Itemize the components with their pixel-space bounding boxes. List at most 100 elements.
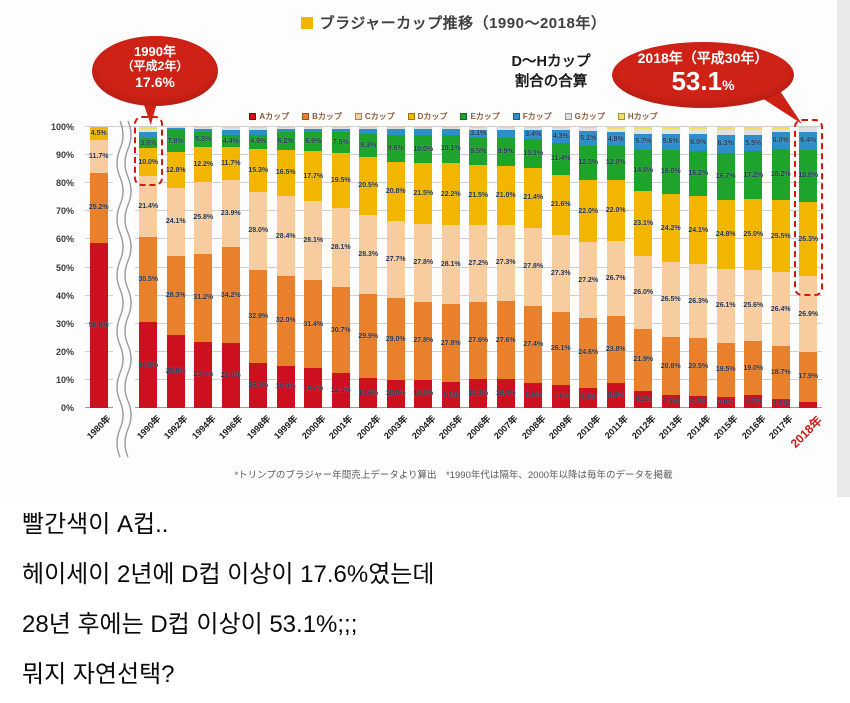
segment-Aカップ: 4.4%: [689, 395, 708, 408]
segment-value-label: 10.1%: [440, 145, 461, 153]
segment-value-label: 25.2%: [88, 204, 109, 212]
post-comment-text: 빨간색이 A컵.. 헤이세이 2년에 D컵 이상이 17.6%였는데 28년 후…: [22, 500, 832, 700]
segment-Cカップ: 28.1%: [441, 225, 461, 305]
segment-Dカップ: 4.5%: [89, 127, 108, 140]
y-tick-70%: 70%: [55, 206, 74, 217]
segment-Eカップ: 16.0%: [660, 149, 681, 195]
legend-label: Cカップ: [364, 112, 395, 121]
segment-Cカップ: 27.7%: [386, 220, 406, 299]
segment-Aカップ: 12.3%: [331, 373, 351, 408]
segment-Fカップ: [139, 131, 158, 139]
segment-Fカップ: 5.7%: [634, 133, 653, 150]
segment-value-label: 10.0%: [385, 390, 406, 398]
axis-break: [112, 120, 135, 458]
segment-value-label: 27.6%: [468, 337, 489, 345]
bar-stack: 16.1% 32.9% 28.0% 15.3% 4.9%: [248, 127, 269, 408]
legend-swatch-icon: [460, 113, 468, 120]
segment-Aカップ: 10.0%: [413, 379, 433, 408]
bar-stack: 23.0% 34.2% 23.9% 11.7% 4.4%: [221, 127, 241, 408]
bar-2002年: 10.6% 29.9% 28.3% 20.5% 8.3% 2002年: [355, 127, 382, 441]
segment-Gカップ: [634, 129, 653, 134]
segment-Eカップ: 9.5%: [469, 138, 488, 165]
segment-value-label: 27.3%: [550, 270, 571, 278]
segment-Hカップ: [689, 127, 708, 130]
segment-Eカップ: 4.9%: [249, 134, 268, 149]
legend-label: Eカップ: [470, 112, 500, 121]
legend-swatch-icon: [302, 113, 310, 120]
segment-value-label: 16.0%: [660, 168, 681, 176]
segment-Fカップ: 4.8%: [606, 132, 625, 146]
bar-stack: 12.3% 30.7% 28.1% 19.5% 7.5%: [331, 127, 351, 408]
segment-Cカップ: 27.3%: [495, 224, 516, 302]
x-label-1996年: 1996年: [217, 413, 245, 442]
comment-line-2: 헤이세이 2년에 D컵 이상이 17.6%였는데: [22, 561, 435, 588]
segment-Bカップ: 34.2%: [221, 247, 241, 344]
segment-value-label: 28.3%: [165, 291, 186, 299]
bar-stack: 3.8% 19.5% 26.1% 24.8% 16.7% 6.3%: [716, 127, 736, 408]
bar-1998年: 16.1% 32.9% 28.0% 15.3% 4.9% 1998年: [245, 127, 272, 441]
segment-Gカップ: [551, 128, 570, 131]
segment-Cカップ: 25.8%: [193, 181, 213, 255]
bar-stack: 10.0% 27.8% 27.8% 21.5% 10.0%: [413, 127, 433, 408]
segment-value-label: 27.4%: [523, 341, 544, 348]
legend-item-Eカップ: Eカップ: [460, 111, 500, 122]
segment-Dカップ: 21.4%: [523, 167, 543, 228]
segment-Aカップ: 23.6%: [193, 341, 213, 408]
segment-Hカップ: [496, 127, 515, 128]
legend-swatch-icon: [512, 113, 520, 120]
segment-value-label: 24.1%: [688, 226, 709, 234]
legend-label: Bカップ: [312, 112, 342, 121]
segment-value-label: 22.0%: [578, 207, 599, 215]
x-label-2013年: 2013年: [657, 413, 685, 442]
x-label-2007年: 2007年: [492, 413, 520, 442]
segment-value-label: 16.1%: [248, 381, 269, 389]
bar-stack: 10.6% 29.9% 28.3% 20.5% 8.3%: [358, 127, 379, 408]
legend-item-Dカップ: Dカップ: [407, 111, 447, 122]
segment-value-label: 4.3%: [552, 132, 569, 140]
segment-Hカップ: [716, 127, 735, 130]
segment-Cカップ: 27.8%: [523, 227, 543, 307]
segment-value-label: 28.4%: [275, 232, 296, 240]
segment-value-label: 17.9%: [798, 373, 819, 381]
segment-Dカップ: 21.5%: [468, 164, 488, 226]
bar-2017年: 3.3% 18.7% 26.4% 25.5% 18.2% 6.0% 2017年: [767, 127, 795, 441]
segment-Dカップ: 12.2%: [193, 147, 213, 182]
legend-item-Bカップ: Bカップ: [302, 111, 342, 122]
title-square-icon: [300, 17, 313, 29]
segment-value-label: 23.8%: [605, 346, 626, 354]
segment-value-label: 26.9%: [798, 310, 819, 318]
bar-2003年: 10.0% 29.0% 27.7% 20.8% 9.6% 2003年: [382, 127, 410, 441]
segment-value-label: 26.3%: [688, 297, 709, 305]
bar-2015年: 3.8% 19.5% 26.1% 24.8% 16.7% 6.3% 2015年: [712, 127, 740, 441]
segment-value-label: 4.8%: [607, 135, 624, 143]
segment-Eカップ: 8.3%: [359, 133, 378, 158]
y-tick-30%: 30%: [55, 318, 74, 329]
segment-value-label: 24.6%: [578, 349, 599, 357]
segment-Eカップ: 12.3%: [578, 145, 598, 181]
segment-Fカップ: [304, 128, 323, 132]
x-label-2014年: 2014年: [684, 413, 713, 442]
bar-2005年: 9.1% 27.8% 28.1% 22.2% 10.1% 2005年: [437, 127, 465, 441]
segment-Dカップ: 21.5%: [413, 163, 433, 224]
segment-Aカップ: 8.9%: [524, 383, 543, 408]
segment-value-label: 20.5%: [358, 182, 379, 190]
segment-value-label: 8.3%: [360, 141, 377, 149]
segment-value-label: 25.9%: [165, 368, 186, 376]
bar-stack: 14.2% 31.4% 28.1% 17.7% 6.9%: [303, 127, 323, 408]
segment-Gカップ: [221, 127, 240, 130]
segment-Gカップ: [469, 127, 488, 130]
segment-value-label: 27.6%: [495, 336, 516, 344]
dh-note-line1: D〜Hカップ: [511, 54, 591, 70]
plot-area: 58.6% 25.2% 11.7% 4.5% 1980年 30.5% 30.5% 21.4% 1…: [85, 115, 825, 458]
legend-swatch-icon: [407, 113, 415, 120]
segment-Cカップ: 28.1%: [303, 200, 323, 280]
x-label-2015年: 2015年: [712, 413, 740, 442]
segment-value-label: 4.5%: [662, 398, 679, 406]
segment-Fカップ: [249, 129, 268, 135]
segment-Dカップ: 24.8%: [716, 199, 736, 270]
x-label-2004年: 2004年: [409, 413, 438, 442]
legend-swatch-icon: [617, 113, 625, 120]
x-label-1999年: 1999年: [272, 413, 300, 442]
segment-value-label: 27.3%: [495, 259, 516, 267]
bar-stack: 10.4% 27.6% 27.3% 21.0% 9.9%: [495, 127, 516, 408]
